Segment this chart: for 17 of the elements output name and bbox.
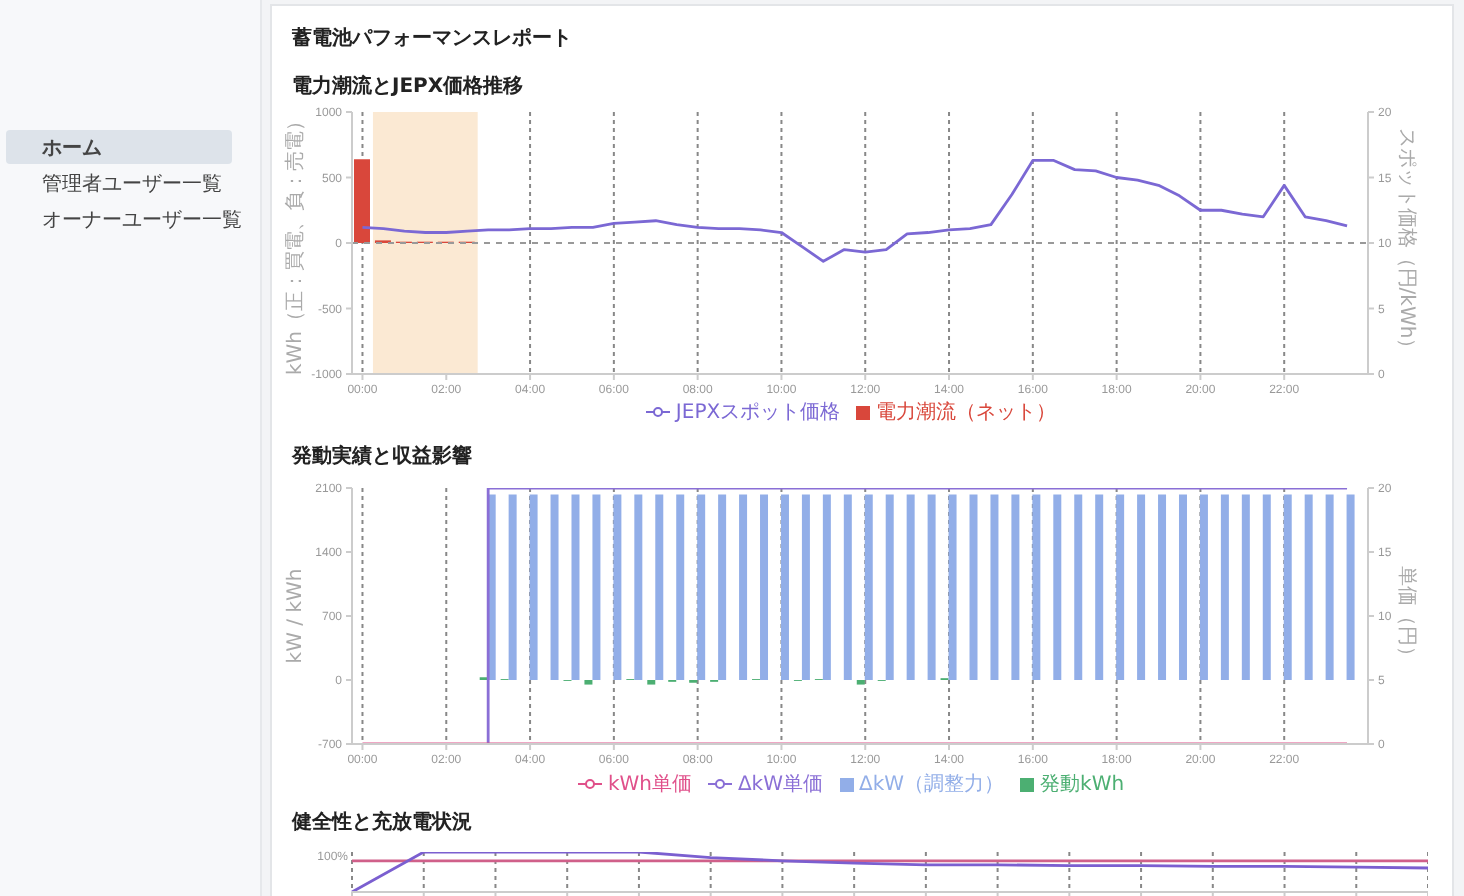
y2-axis-title: スポット価格（円/kWh） bbox=[1394, 127, 1419, 359]
text: オーナーユーザー一覧 bbox=[42, 208, 242, 234]
y-axis-title: kW / kWh bbox=[285, 568, 308, 664]
y-axis-title: kWh（正：買電、負：売電） bbox=[283, 110, 308, 376]
legend-label: ΔkW単価 bbox=[737, 772, 823, 798]
chart-title: 発動実績と収益影響 bbox=[292, 442, 472, 470]
legend-label: kWh単価 bbox=[607, 772, 692, 798]
legend-label: 発動kWh bbox=[1040, 772, 1125, 798]
legend-label: ΔkW（調整力） bbox=[859, 771, 1005, 798]
text: ホーム bbox=[42, 136, 102, 162]
legend-label: JEPXスポット価格 bbox=[675, 399, 841, 426]
text: 管理者ユーザー一覧 bbox=[42, 171, 222, 198]
y2-axis-title: 単価（円） bbox=[1394, 566, 1417, 666]
text: 蓄電池パフォーマンスレポート bbox=[292, 25, 572, 52]
chart-title: 健全性と充放電状況 bbox=[292, 808, 472, 836]
chart-title: 電力潮流とJEPX価格推移 bbox=[292, 72, 524, 100]
legend-label: 電力潮流（ネット） bbox=[876, 399, 1057, 426]
